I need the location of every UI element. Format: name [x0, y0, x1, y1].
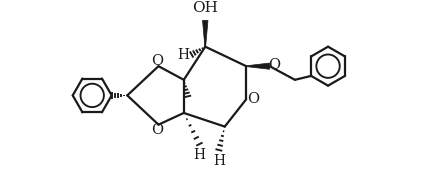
- Polygon shape: [205, 20, 206, 47]
- Text: O: O: [151, 122, 163, 136]
- Text: OH: OH: [192, 1, 218, 15]
- Text: H: H: [194, 148, 206, 162]
- Text: H: H: [213, 154, 225, 168]
- Polygon shape: [203, 20, 208, 47]
- Polygon shape: [246, 63, 270, 69]
- Text: O: O: [151, 54, 163, 68]
- Text: O: O: [247, 92, 259, 106]
- Text: H: H: [178, 48, 190, 62]
- Text: O: O: [268, 58, 280, 72]
